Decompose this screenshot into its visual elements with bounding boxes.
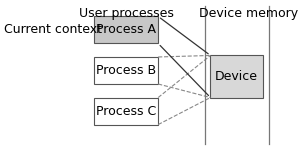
FancyBboxPatch shape	[94, 16, 158, 43]
Text: Process A: Process A	[96, 23, 156, 36]
FancyBboxPatch shape	[94, 57, 158, 84]
Text: Process C: Process C	[96, 104, 156, 118]
Text: Device memory: Device memory	[199, 7, 298, 20]
FancyBboxPatch shape	[210, 56, 263, 97]
Text: Process B: Process B	[96, 64, 156, 77]
Text: Device: Device	[215, 70, 258, 83]
FancyBboxPatch shape	[94, 97, 158, 125]
Text: Current context: Current context	[4, 23, 102, 36]
Text: User processes: User processes	[79, 7, 174, 20]
